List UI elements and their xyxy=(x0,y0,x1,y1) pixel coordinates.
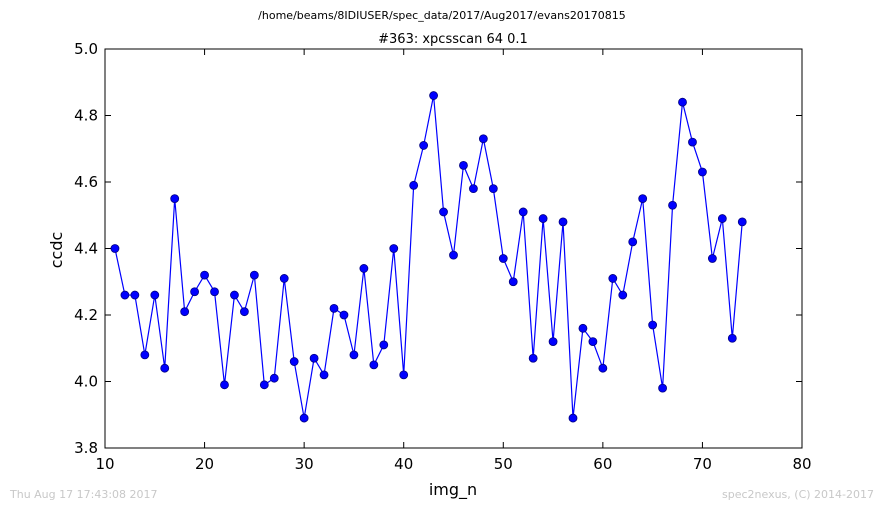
data-point xyxy=(707,254,717,263)
data-point xyxy=(160,363,170,373)
data-point xyxy=(678,97,687,107)
data-point xyxy=(429,91,438,100)
y-tick-label: 3.8 xyxy=(74,439,98,457)
data-point xyxy=(419,141,429,150)
x-tick-label: 40 xyxy=(394,455,413,473)
data-point xyxy=(717,214,727,223)
data-point xyxy=(498,254,508,263)
y-tick-label: 4.2 xyxy=(74,306,98,324)
series-markers xyxy=(110,91,747,423)
data-point xyxy=(170,194,180,204)
x-tick-label: 10 xyxy=(95,455,114,473)
data-point xyxy=(359,264,369,273)
y-tick-label: 5.0 xyxy=(74,40,98,58)
data-point xyxy=(688,137,697,147)
chart-title: #363: xpcsscan 64 0.1 xyxy=(378,32,528,47)
data-point xyxy=(568,413,578,423)
data-point xyxy=(239,307,249,317)
x-tick-label: 80 xyxy=(792,455,811,473)
footer-credit: spec2nexus, (C) 2014-2017 xyxy=(722,488,874,501)
x-tick-label: 30 xyxy=(295,455,314,473)
footer-timestamp: Thu Aug 17 17:43:08 2017 xyxy=(9,488,158,501)
data-point xyxy=(648,320,658,330)
data-point xyxy=(737,217,747,227)
data-point xyxy=(220,380,229,390)
data-point xyxy=(279,274,289,283)
chart-suptitle: /home/beams/8IDIUSER/spec_data/2017/Aug2… xyxy=(258,9,626,22)
data-point xyxy=(110,244,120,253)
data-point xyxy=(339,310,349,320)
data-point xyxy=(508,277,518,287)
data-point xyxy=(658,383,667,393)
data-point xyxy=(190,287,200,297)
y-tick-label: 4.0 xyxy=(74,373,98,391)
data-point xyxy=(389,244,399,253)
data-point xyxy=(578,323,588,333)
data-point xyxy=(439,207,448,217)
data-point xyxy=(558,217,568,227)
data-point xyxy=(628,237,638,247)
data-point xyxy=(698,167,707,177)
data-point xyxy=(478,134,488,144)
data-point xyxy=(249,270,259,280)
data-point xyxy=(140,350,150,360)
data-point xyxy=(727,333,737,343)
data-point xyxy=(548,337,558,347)
data-point xyxy=(319,370,329,380)
data-point xyxy=(618,290,628,300)
data-point xyxy=(588,337,598,347)
data-point xyxy=(399,370,409,380)
x-axis: 10 20 30 40 50 60 70 80 xyxy=(95,49,812,473)
data-point xyxy=(210,287,219,297)
data-point xyxy=(668,200,677,210)
x-tick-label: 70 xyxy=(693,455,712,473)
data-point xyxy=(379,340,389,350)
data-point xyxy=(369,360,379,370)
data-point xyxy=(200,270,209,280)
y-axis: 3.8 4.0 4.2 4.4 4.6 4.8 5.0 xyxy=(74,40,802,457)
x-tick-label: 60 xyxy=(593,455,612,473)
data-point xyxy=(150,290,160,300)
plot-area xyxy=(104,48,803,449)
y-tick-label: 4.4 xyxy=(74,240,98,258)
data-point xyxy=(299,413,309,423)
data-point xyxy=(289,357,299,366)
data-point xyxy=(309,353,319,363)
data-point xyxy=(518,207,528,217)
data-point xyxy=(120,290,130,300)
data-point xyxy=(259,380,269,390)
data-point xyxy=(349,350,359,360)
data-point xyxy=(469,184,478,194)
data-point xyxy=(449,250,458,260)
y-axis-label: ccdc xyxy=(47,232,66,269)
series-line-ccdc xyxy=(114,95,743,419)
y-tick-label: 4.6 xyxy=(74,173,98,191)
data-point xyxy=(488,184,498,194)
data-point xyxy=(598,363,608,373)
data-point xyxy=(269,373,279,383)
x-tick-label: 20 xyxy=(195,455,214,473)
data-point xyxy=(459,160,468,170)
data-point xyxy=(528,353,538,363)
data-point xyxy=(409,180,419,190)
y-tick-label: 4.8 xyxy=(74,107,98,125)
x-axis-label: img_n xyxy=(429,480,477,500)
x-tick-label: 50 xyxy=(494,455,513,473)
data-point xyxy=(608,274,618,283)
data-point xyxy=(538,214,548,223)
data-point xyxy=(180,307,190,317)
data-point xyxy=(329,303,339,313)
data-point xyxy=(130,290,140,300)
data-point xyxy=(638,194,648,204)
data-point xyxy=(230,290,239,300)
